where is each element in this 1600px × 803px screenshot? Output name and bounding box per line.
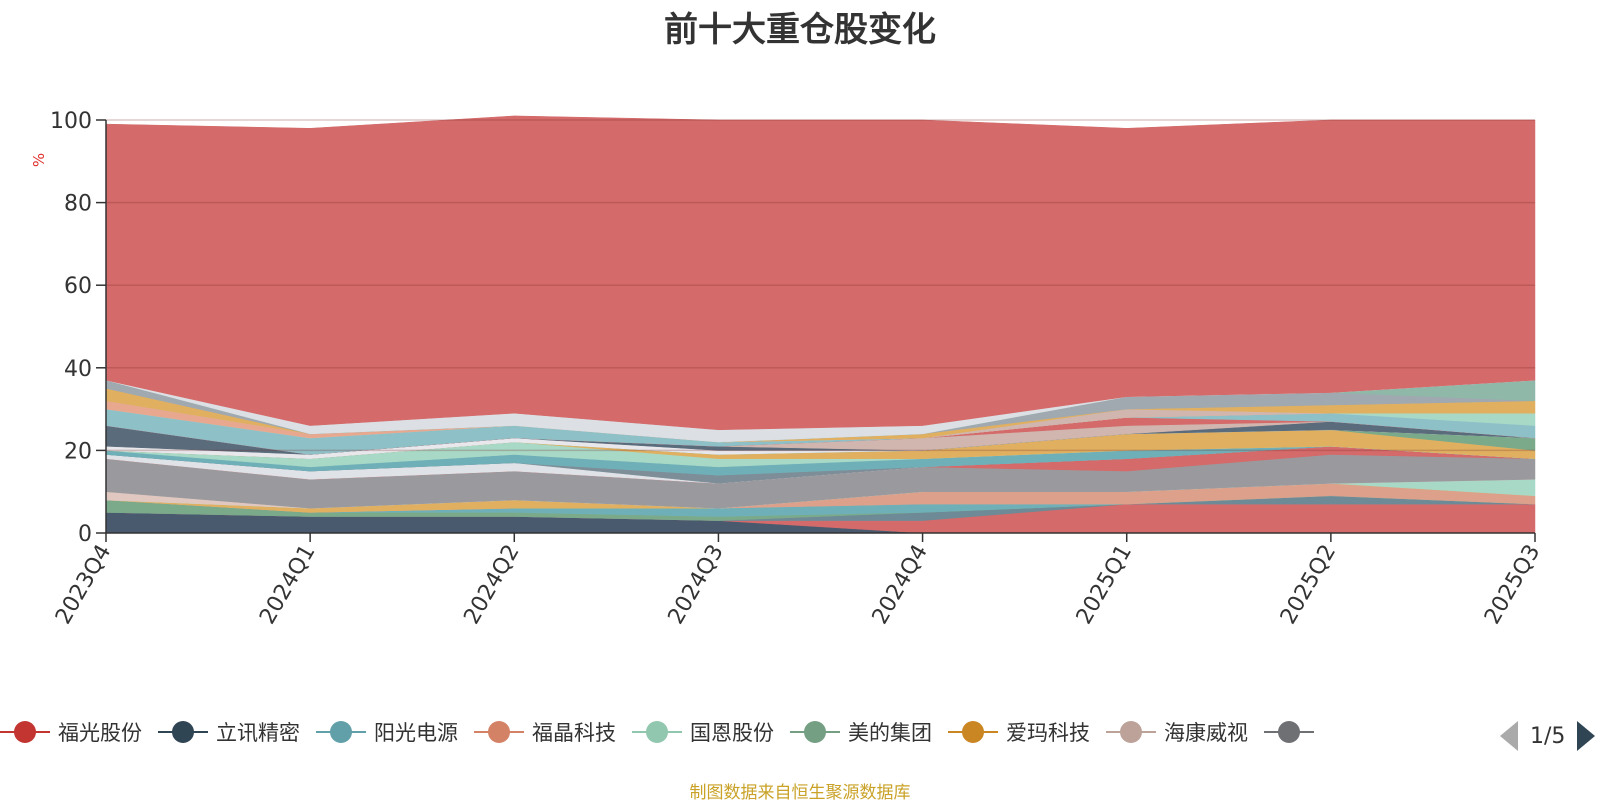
legend-item-0[interactable]: 福光股份 — [0, 712, 152, 752]
legend-item-3[interactable]: 福晶科技 — [474, 712, 626, 752]
x-tick-label-1: 2024Q1 — [255, 541, 320, 629]
legend-label: 立讯精密 — [216, 721, 300, 745]
legend-label: 美的集团 — [848, 721, 932, 745]
source-note: 制图数据来自恒生聚源数据库 — [689, 783, 911, 803]
legend-item-7[interactable]: 海康威视 — [1106, 712, 1258, 752]
legend-marker-icon — [632, 720, 682, 744]
y-tick-label-2: 40 — [64, 357, 92, 382]
y-axis-label: % — [30, 153, 48, 167]
legend-page-indicator: 1/5 — [1530, 723, 1566, 749]
legend-marker-icon — [0, 720, 50, 744]
legend-marker-icon — [1264, 720, 1314, 744]
stacked-areas — [105, 115, 1536, 534]
legend-label: 福晶科技 — [532, 721, 616, 745]
legend-pager: 1/5 — [1500, 718, 1596, 754]
legend-marker-icon — [1106, 720, 1156, 744]
legend-marker-icon — [790, 720, 840, 744]
legend-item-6[interactable]: 爱玛科技 — [948, 712, 1100, 752]
legend-label: 爱玛科技 — [1006, 721, 1090, 745]
y-tick-label-0: 0 — [78, 522, 92, 547]
next-page-icon[interactable] — [1577, 721, 1596, 751]
legend-item-4[interactable]: 国恩股份 — [632, 712, 784, 752]
legend-item-8[interactable] — [1264, 712, 1332, 752]
y-tick-label-5: 100 — [50, 109, 92, 134]
legend-marker-icon — [948, 720, 998, 744]
x-tick-label-4: 2024Q4 — [868, 541, 933, 629]
legend-marker-icon — [316, 720, 366, 744]
area-series-29 — [105, 115, 1536, 431]
legend-item-2[interactable]: 阳光电源 — [316, 712, 468, 752]
legend-item-1[interactable]: 立讯精密 — [158, 712, 310, 752]
y-tick-label-3: 60 — [64, 274, 92, 299]
x-tick-label-0: 2023Q4 — [51, 541, 116, 629]
x-tick-label-2: 2024Q2 — [459, 541, 524, 629]
legend: 福光股份 立讯精密 阳光电源 福晶科技 国恩股份 美的集团 爱玛科技 海康威视 — [0, 712, 1480, 752]
chart-title: 前十大重仓股变化 — [664, 10, 936, 50]
x-tick-label-3: 2024Q3 — [664, 541, 729, 629]
x-tick-label-7: 2025Q3 — [1480, 541, 1545, 629]
legend-label: 海康威视 — [1164, 721, 1248, 745]
prev-page-icon[interactable] — [1500, 721, 1518, 751]
legend-marker-icon — [474, 720, 524, 744]
x-tick-label-6: 2025Q2 — [1276, 541, 1341, 629]
y-tick-label-1: 20 — [64, 439, 92, 464]
x-tick-label-5: 2025Q1 — [1072, 541, 1137, 629]
legend-item-5[interactable]: 美的集团 — [790, 712, 942, 752]
legend-marker-icon — [158, 720, 208, 744]
legend-label: 国恩股份 — [690, 721, 774, 745]
legend-label: 福光股份 — [58, 721, 142, 745]
y-tick-label-4: 80 — [64, 192, 92, 217]
legend-label: 阳光电源 — [374, 721, 458, 745]
